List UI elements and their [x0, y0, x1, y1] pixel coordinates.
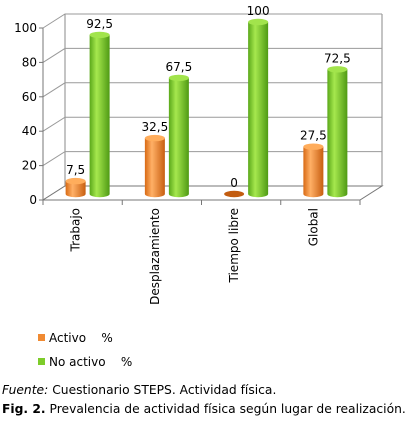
- bar: [144, 134, 165, 198]
- x-tick-label: Global: [306, 208, 320, 246]
- data-label: 0: [230, 176, 238, 190]
- y-tick-label: 40: [22, 124, 37, 138]
- data-label: 7,5: [66, 163, 85, 177]
- bar: [224, 190, 245, 198]
- y-tick-label: 20: [22, 159, 37, 173]
- bars: [65, 18, 348, 198]
- bar-body: [144, 138, 165, 198]
- data-label: 92,5: [86, 17, 113, 31]
- y-axis: 0 20 40 60 80 100: [14, 21, 44, 207]
- x-axis: Trabajo Desplazamiento Tiempo libre Global: [42, 199, 361, 305]
- x-tick-label: Tiempo libre: [227, 208, 241, 283]
- legend-swatch-activo: [38, 334, 45, 341]
- bar-cap: [168, 74, 189, 82]
- bar-body: [303, 146, 324, 198]
- bar-body: [65, 181, 86, 198]
- legend-item-activo: Activo %: [38, 330, 113, 345]
- figure-text: Prevalencia de actividad física según lu…: [49, 402, 406, 416]
- gridlines: [42, 13, 382, 167]
- source-caption: Fuente: Cuestionario STEPS. Actividad fí…: [2, 383, 276, 397]
- data-label: 72,5: [324, 51, 351, 65]
- bar: [65, 177, 86, 198]
- gridline: [42, 47, 382, 63]
- gridline: [42, 116, 382, 132]
- source-text: Cuestionario STEPS. Actividad física.: [52, 383, 277, 397]
- bar: [89, 31, 110, 198]
- y-tick-label: 0: [29, 193, 37, 207]
- bar: [303, 143, 324, 198]
- bar-cap: [224, 190, 245, 198]
- bar: [327, 66, 348, 198]
- data-labels: 7,5 92,5 32,5 67,5 0 100 27,5 72,5: [66, 4, 351, 190]
- bar-cap: [327, 66, 348, 73]
- bar-body: [248, 22, 269, 198]
- gridline: [42, 82, 382, 98]
- source-label: Fuente:: [2, 383, 49, 397]
- legend-label-no-activo: No activo %: [49, 354, 133, 369]
- bar: [168, 74, 189, 198]
- y-tick-label: 80: [22, 55, 37, 69]
- bar-cap: [65, 177, 86, 185]
- bar-body: [327, 69, 348, 198]
- bar-cap: [89, 31, 110, 39]
- y-tick-label: 60: [22, 90, 37, 104]
- bar: [248, 18, 269, 198]
- figure-caption: Fig. 2. Prevalencia de actividad física …: [2, 402, 406, 416]
- gridline: [42, 151, 382, 167]
- data-label: 67,5: [166, 60, 193, 74]
- gridline: [42, 13, 382, 29]
- bar-cap: [303, 143, 324, 150]
- legend-swatch-no-activo: [38, 358, 45, 365]
- data-label: 27,5: [300, 129, 327, 143]
- bar-cap: [248, 18, 269, 26]
- bar-body: [168, 77, 189, 198]
- bar-cap: [144, 134, 165, 142]
- plot-frame: [41, 14, 384, 201]
- legend-item-no-activo: No activo %: [38, 354, 132, 369]
- bar-chart: 0 20 40 60 80 100 Trabajo Desplazamiento Tiempo…: [14, 4, 384, 305]
- legend-label-activo: Activo %: [49, 330, 113, 345]
- figure-label: Fig. 2.: [2, 402, 46, 416]
- y-tick-label: 100: [14, 21, 37, 35]
- x-tick-label: Trabajo: [69, 208, 83, 253]
- data-label: 32,5: [142, 120, 169, 134]
- bar-body: [89, 34, 110, 198]
- x-tick-label: Desplazamiento: [148, 208, 162, 305]
- data-label: 100: [247, 4, 270, 18]
